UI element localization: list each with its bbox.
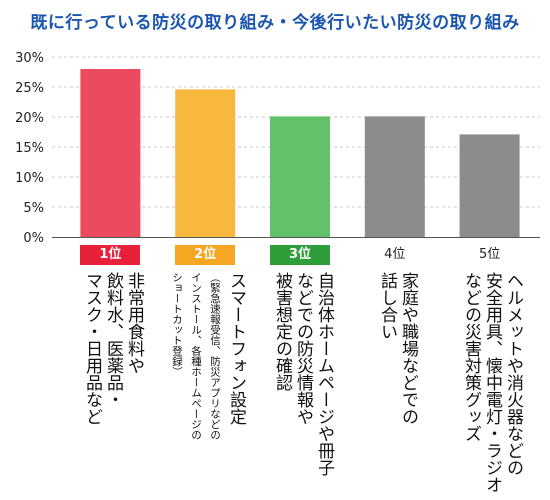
category-label-text: 自治体ホームページや冊子 などでの防災情報や 被害想定の確認: [272, 272, 334, 476]
rank-badge: 3位: [270, 245, 330, 265]
category-label: 自治体ホームページや冊子 などでの防災情報や 被害想定の確認: [271, 272, 334, 476]
chart-title: 既に行っている防災の取り組み・今後行いたい防災の取り組み: [30, 13, 520, 33]
rank-badge: 4位: [384, 247, 406, 262]
y-tick-label: 10%: [15, 171, 44, 186]
bar: [364, 116, 425, 237]
bar: [175, 89, 236, 238]
category-label-text: 家庭や職場などでの 話し合い: [377, 272, 418, 425]
bar: [459, 134, 520, 237]
y-tick-label: 15%: [15, 141, 44, 156]
category-label: 家庭や職場などでの 話し合い: [376, 272, 418, 425]
y-tick-label: 5%: [23, 201, 44, 216]
y-tick-label: 0%: [23, 231, 44, 246]
category-label: 非常用食料や 飲料水、医薬品・ マスク・日用品など: [81, 272, 144, 425]
category-label-note: （緊急速報受信、防災アプリなどの インストール、各種ホームページの ショートカッ…: [171, 272, 221, 440]
y-tick-label: 30%: [15, 51, 44, 66]
category-label: スマートフォン設定 （緊急速報受信、防災アプリなどの インストール、各種ホームペ…: [168, 272, 246, 440]
rank-badge: 2位: [175, 245, 236, 265]
bar: [80, 69, 141, 237]
category-label-text: スマートフォン設定: [226, 272, 246, 425]
category-label: ヘルメットや消火器などの 安全用具、懐中電灯・ラジオ などの災害対策グッズ: [460, 272, 523, 493]
rank-badge: 5位: [478, 247, 501, 262]
y-tick-label: 20%: [15, 111, 44, 126]
category-label-text: 非常用食料や 飲料水、医薬品・ マスク・日用品など: [82, 272, 144, 425]
bar: [270, 116, 330, 237]
category-label-text: ヘルメットや消火器などの 安全用具、懐中電灯・ラジオ などの災害対策グッズ: [461, 272, 523, 493]
y-tick-label: 25%: [15, 81, 44, 96]
rank-badge: 1位: [80, 245, 141, 265]
